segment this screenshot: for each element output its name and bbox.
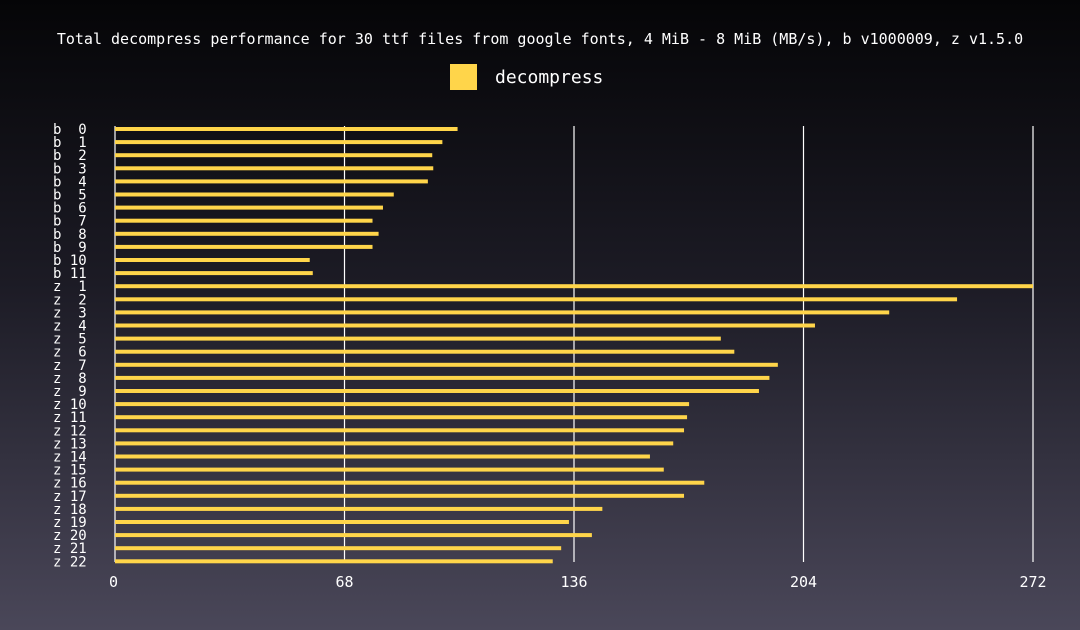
category-label: z 19 xyxy=(53,515,87,531)
x-tick-labels: 0 68 136 204 272 xyxy=(109,573,1047,591)
category-label: b 2 xyxy=(53,148,87,164)
bar xyxy=(115,297,958,302)
category-label: b 3 xyxy=(53,161,87,177)
bar xyxy=(115,349,735,354)
bar xyxy=(115,402,690,407)
bar xyxy=(115,231,379,236)
category-label: b 6 xyxy=(53,201,87,217)
category-label: b 8 xyxy=(53,227,87,243)
bar xyxy=(115,205,383,210)
legend: decompress xyxy=(450,64,603,90)
category-label: z 11 xyxy=(53,410,87,426)
bar xyxy=(115,428,685,433)
category-label: b 9 xyxy=(53,240,87,256)
bar xyxy=(115,218,373,223)
category-label: b 7 xyxy=(53,214,87,230)
bar xyxy=(115,192,394,197)
bar xyxy=(115,441,674,446)
category-label: z 20 xyxy=(53,528,87,544)
category-labels: b 0b 1b 2b 3b 4b 5b 6b 7b 8b 9b 10b 11z … xyxy=(53,122,87,570)
category-label: z 8 xyxy=(53,371,87,387)
chart-title: Total decompress performance for 30 ttf … xyxy=(57,30,1023,48)
category-label: z 16 xyxy=(53,476,87,492)
category-label: b 10 xyxy=(53,253,87,269)
category-label: b 1 xyxy=(53,135,87,151)
bar xyxy=(115,375,770,380)
bar xyxy=(115,493,685,498)
bar xyxy=(115,362,778,367)
category-label: z 1 xyxy=(53,279,87,295)
bar xyxy=(115,480,705,485)
category-label: z 15 xyxy=(53,463,87,479)
bar xyxy=(115,310,890,315)
bar xyxy=(115,127,458,131)
x-tick-label: 272 xyxy=(1019,573,1046,591)
bar xyxy=(115,153,433,158)
category-label: z 21 xyxy=(53,541,87,557)
category-label: z 3 xyxy=(53,305,87,321)
bar xyxy=(115,336,721,341)
bar xyxy=(115,244,373,249)
bar xyxy=(115,467,664,472)
category-label: z 2 xyxy=(53,292,87,308)
category-label: z 14 xyxy=(53,450,87,466)
category-label: b 0 xyxy=(53,122,87,138)
bar xyxy=(115,323,815,328)
bar xyxy=(115,415,688,420)
bar xyxy=(115,140,443,145)
category-label: z 5 xyxy=(53,332,87,348)
x-tick-label: 0 xyxy=(109,573,118,591)
category-label: b 11 xyxy=(53,266,87,282)
x-tick-label: 136 xyxy=(560,573,587,591)
grid-lines xyxy=(114,126,1034,562)
bar xyxy=(115,284,1033,289)
x-tick-label: 204 xyxy=(790,573,817,591)
bar xyxy=(115,520,569,524)
bar xyxy=(115,258,310,262)
category-label: z 4 xyxy=(53,319,87,335)
bar xyxy=(115,454,650,459)
bar xyxy=(115,559,553,564)
category-label: z 17 xyxy=(53,489,87,505)
category-label: b 4 xyxy=(53,174,87,190)
bar xyxy=(115,389,759,393)
bar xyxy=(115,546,562,551)
x-tick-label: 68 xyxy=(335,573,353,591)
category-label: z 18 xyxy=(53,502,87,518)
bar xyxy=(115,166,434,171)
legend-swatch xyxy=(450,64,477,90)
category-label: z 7 xyxy=(53,358,87,374)
bar xyxy=(115,271,313,276)
category-label: b 5 xyxy=(53,188,87,204)
category-label: z 22 xyxy=(53,554,87,570)
bar xyxy=(115,179,428,184)
category-label: z 12 xyxy=(53,423,87,439)
bar xyxy=(115,506,603,511)
category-label: z 10 xyxy=(53,397,87,413)
category-label: z 9 xyxy=(53,384,87,400)
legend-label: decompress xyxy=(495,67,603,88)
category-label: z 6 xyxy=(53,345,87,361)
category-label: z 13 xyxy=(53,436,87,452)
bar xyxy=(115,533,592,538)
bars xyxy=(115,127,1033,564)
